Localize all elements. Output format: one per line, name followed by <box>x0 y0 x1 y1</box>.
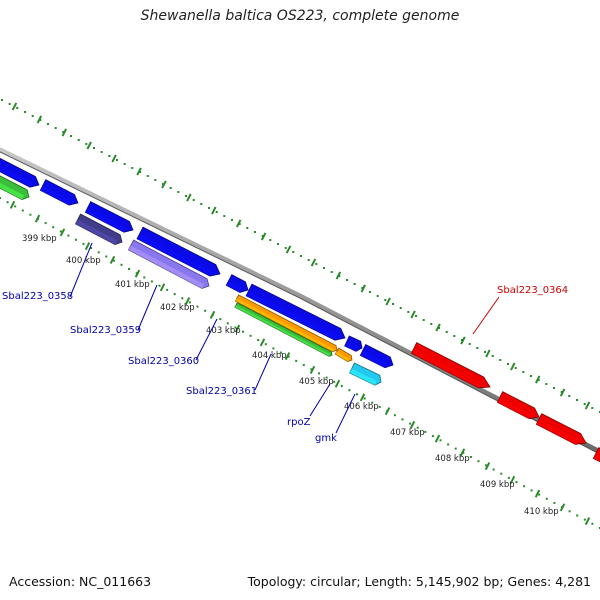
gene-red-1 <box>410 342 491 389</box>
ruler-ticks <box>0 99 600 529</box>
gene-navy-1 <box>74 213 123 246</box>
gene-cyan-gmk <box>349 362 382 386</box>
ruler-label: 409 kbp <box>480 480 515 490</box>
gene-label-text: Sbal223_0358 <box>2 291 73 302</box>
gene-label-text: Sbal223_0361 <box>186 386 257 397</box>
genome-stats: Topology: circular; Length: 5,145,902 bp… <box>247 574 591 589</box>
gene-red-3 <box>535 413 587 445</box>
gene-lavender-1 <box>127 239 210 289</box>
gene-red-2 <box>496 391 540 420</box>
gene-blue-3 <box>84 201 134 233</box>
gene-features <box>0 157 600 463</box>
ruler-label: 399 kbp <box>22 234 57 244</box>
inner-ruler-ticks <box>9 200 591 526</box>
outer-ruler-ring <box>1 99 600 413</box>
gene-label: rpoZ <box>287 383 331 428</box>
gene-label: gmk <box>315 393 356 444</box>
gene-blue-2 <box>39 179 79 206</box>
gene-label-text: Sbal223_0360 <box>128 356 199 367</box>
map-title: Shewanella baltica OS223, complete genom… <box>140 8 460 24</box>
ruler-label: 401 kbp <box>115 280 150 290</box>
gene-label-text: rpoZ <box>287 417 311 428</box>
gene-blue-8 <box>359 344 394 369</box>
gene-label: Sbal223_0364 <box>472 285 568 335</box>
ruler-label: 407 kbp <box>390 428 425 438</box>
gene-blue-5 <box>225 274 249 293</box>
gene-blue-1 <box>0 157 40 188</box>
gene-green-1 <box>0 175 30 201</box>
ruler-label: 405 kbp <box>299 377 334 387</box>
gene-orange-rpoZ-b <box>334 347 353 362</box>
gene-label-text: gmk <box>315 433 337 444</box>
gene-green-2 <box>234 302 333 357</box>
gene-label-leader <box>137 284 158 331</box>
gene-labels: Sbal223_0358 Sbal223_0359 Sbal223_0360 Sbal… <box>2 242 568 444</box>
gene-label-leader <box>195 318 218 361</box>
gene-label-leader <box>69 242 93 298</box>
gene-blue-4 <box>136 226 221 277</box>
ruler-label: 402 kbp <box>160 303 195 313</box>
gene-label-text: Sbal223_0359 <box>70 325 141 336</box>
accession-label: Accession: NC_011663 <box>9 574 152 589</box>
ruler-label: 410 kbp <box>524 507 559 517</box>
gene-blue-6 <box>245 283 346 341</box>
gene-label: Sbal223_0361 <box>186 353 272 397</box>
gene-blue-7 <box>344 335 363 352</box>
gene-orange-rpoZ-a <box>234 294 338 353</box>
gene-red-4 <box>592 447 600 463</box>
ruler-label: 406 kbp <box>344 402 379 412</box>
gene-label: Sbal223_0360 <box>128 318 218 367</box>
gene-label: Sbal223_0359 <box>70 284 158 336</box>
ruler-label: 408 kbp <box>435 454 470 464</box>
ruler-label: 403 kbp <box>206 326 241 336</box>
gene-label-leader <box>472 296 500 335</box>
ruler-label: 400 kbp <box>66 256 101 266</box>
ruler-label: 404 kbp <box>252 351 287 361</box>
outer-ruler-ticks <box>11 102 591 410</box>
gene-label: Sbal223_0358 <box>2 242 93 302</box>
gene-label-text: Sbal223_0364 <box>497 285 568 296</box>
gene-label-leader <box>309 383 331 417</box>
gene-label-leader <box>254 353 272 391</box>
gene-label-leader <box>335 393 356 434</box>
inner-ruler-ring <box>0 197 600 529</box>
ruler-labels: 399 kbp 400 kbp 401 kbp 402 kbp 403 kbp 404 k… <box>22 234 559 517</box>
